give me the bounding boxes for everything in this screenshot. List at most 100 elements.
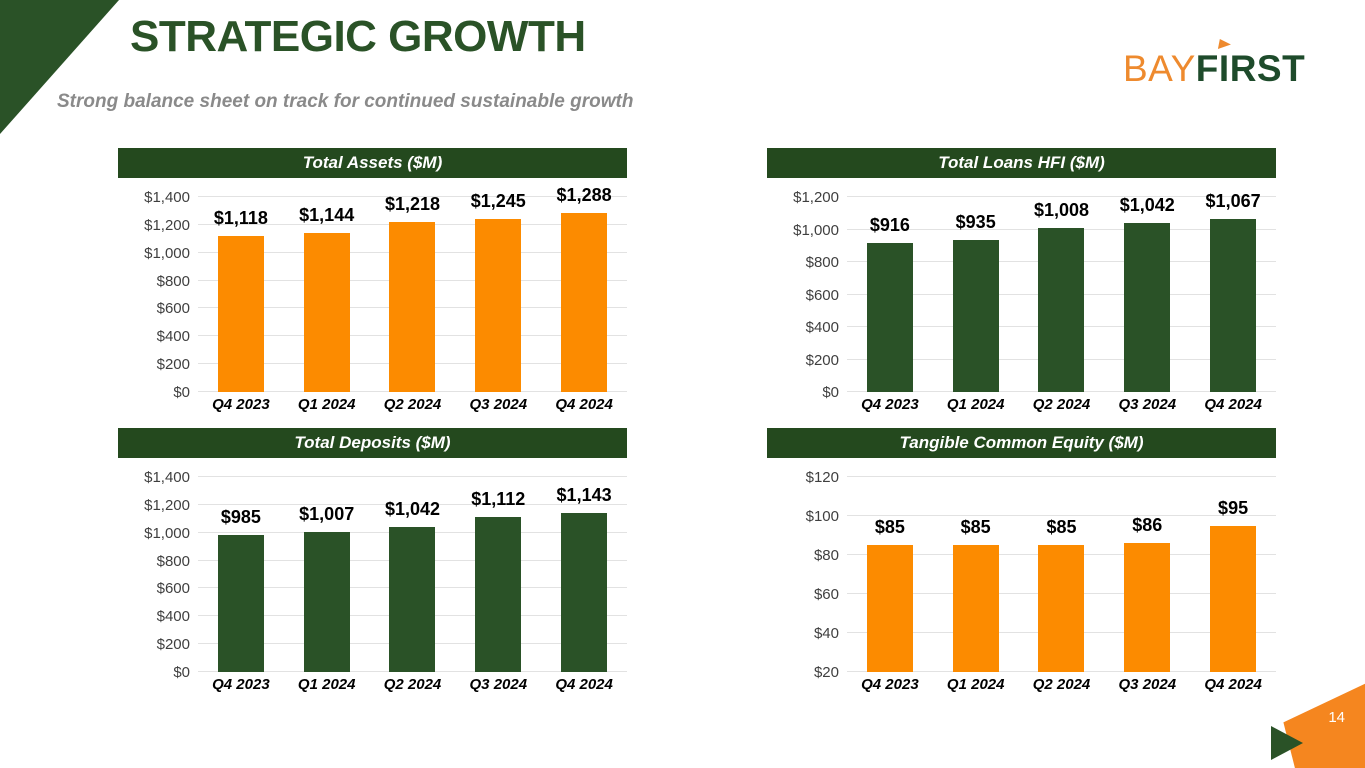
bar-value-label: $1,118 — [213, 208, 268, 229]
y-tick-label: $80 — [813, 547, 839, 564]
y-tick-label: $600 — [805, 286, 839, 304]
y-tick-label: $60 — [813, 586, 839, 603]
bar-slot: $1,218 — [370, 194, 456, 392]
bar — [217, 236, 264, 392]
bar-slot: $85 — [1019, 477, 1105, 672]
x-axis: Q4 2023 Q1 2024 Q2 2024 Q3 2024 Q4 2024 — [198, 676, 627, 693]
bar-value-label: $1,144 — [299, 204, 355, 225]
page-number: 14 — [1328, 709, 1345, 726]
x-category-label: Q4 2023 — [861, 676, 919, 693]
gridline — [198, 196, 627, 197]
plot-area: $85 $85 $85 $86 $95 — [847, 476, 1276, 672]
bar-value-label: $1,042 — [1119, 194, 1175, 215]
bar-slot: $985 — [198, 477, 284, 672]
pennant-icon — [1217, 39, 1231, 49]
x-category-label: Q2 2024 — [383, 676, 442, 693]
y-tick-label: $400 — [156, 328, 190, 346]
bar-slot: $1,288 — [541, 185, 627, 392]
bar — [303, 531, 350, 672]
x-category-label: Q1 2024 — [946, 676, 1005, 693]
bar — [217, 534, 264, 672]
y-tick-label: $120 — [805, 469, 839, 486]
bar — [1038, 545, 1085, 672]
y-tick-label: $0 — [173, 384, 190, 401]
bar — [389, 526, 436, 672]
bar — [389, 222, 436, 392]
y-tick-label: $1,200 — [144, 496, 190, 514]
x-category-label: Q3 2024 — [1118, 676, 1177, 693]
bar — [303, 232, 350, 392]
y-tick-label: $20 — [813, 664, 839, 681]
bar-value-label: $85 — [960, 517, 991, 538]
bar — [1124, 222, 1171, 392]
bar — [1210, 218, 1257, 392]
y-tick-label: $1,200 — [144, 216, 190, 234]
y-tick-label: $1,000 — [144, 244, 190, 262]
y-tick-label: $600 — [156, 300, 190, 318]
y-tick-label: $400 — [156, 608, 190, 626]
bar-value-label: $86 — [1132, 515, 1163, 536]
y-axis: $0 $200 $400 $600 $800 $1,000 $1,200 $1,400 — [118, 469, 198, 681]
y-axis: $0 $200 $400 $600 $800 $1,000 $1,200 — [767, 189, 847, 401]
x-category-label: Q3 2024 — [469, 396, 528, 413]
x-category-label: Q4 2024 — [555, 676, 613, 693]
y-axis: $0 $200 $400 $600 $800 $1,000 $1,200 $1,400 — [118, 189, 198, 401]
bar-slot: $1,143 — [541, 477, 627, 672]
bar-value-label: $95 — [1218, 497, 1249, 518]
top-left-corner-accent-icon — [0, 0, 119, 134]
logo-first-text: FI RST — [1196, 39, 1305, 89]
x-category-label: Q1 2024 — [297, 676, 356, 693]
bar-value-label: $1,042 — [384, 498, 441, 519]
chart-total-deposits: Total Deposits ($M) $0 $200 $400 $600 $800 $1… — [118, 428, 627, 693]
chart-tangible-common-equity: Tangible Common Equity ($M) $20 $40 $60 $80… — [767, 428, 1276, 693]
bar-slot: $1,067 — [1190, 191, 1276, 392]
bar-value-label: $1,112 — [471, 489, 526, 510]
x-axis: Q4 2023 Q1 2024 Q2 2024 Q3 2024 Q4 2024 — [198, 396, 627, 413]
y-tick-label: $800 — [156, 552, 190, 570]
y-tick-label: $1,400 — [144, 469, 190, 486]
x-category-label: Q4 2024 — [1204, 396, 1262, 413]
bar-slot: $1,112 — [455, 477, 541, 672]
slide-subtitle: Strong balance sheet on track for contin… — [57, 91, 634, 112]
y-tick-label: $1,200 — [793, 189, 839, 206]
bar-value-label: $1,143 — [556, 484, 612, 505]
bar — [866, 545, 913, 672]
y-tick-label: $1,000 — [144, 524, 190, 542]
y-tick-label: $400 — [805, 319, 839, 336]
y-tick-label: $200 — [156, 356, 190, 374]
y-tick-label: $40 — [813, 625, 839, 642]
x-category-label: Q3 2024 — [1118, 396, 1177, 413]
bar-value-label: $935 — [955, 212, 996, 233]
bar — [952, 545, 999, 672]
bar-slot: $935 — [933, 197, 1019, 392]
bar — [475, 517, 522, 672]
plot-area: $1,118 $1,144 $1,218 $1,245 $1,288 — [198, 185, 627, 392]
x-category-label: Q4 2023 — [861, 396, 919, 413]
bar-value-label: $1,288 — [556, 184, 612, 205]
x-category-label: Q4 2024 — [1204, 676, 1262, 693]
bar-slot: $916 — [847, 197, 933, 392]
x-category-label: Q1 2024 — [297, 396, 356, 413]
bar — [866, 243, 913, 392]
x-category-label: Q2 2024 — [1032, 396, 1091, 413]
chart-total-assets: Total Assets ($M) $0 $200 $400 $600 $800 $1,0… — [118, 148, 627, 413]
chart-total-loans-hfi: Total Loans HFI ($M) $0 $200 $400 $600 $800 $… — [767, 148, 1276, 413]
bayfirst-logo: BAYFI RST — [1123, 39, 1305, 89]
gridline — [198, 503, 627, 505]
bar-slot: $86 — [1104, 477, 1190, 672]
chart-title: Total Loans HFI ($M) — [767, 148, 1276, 178]
plot-area: $985 $1,007 $1,042 $1,112 $1,143 — [198, 476, 627, 672]
gridline — [847, 476, 1276, 477]
bar — [1038, 228, 1085, 392]
bar-value-label: $1,218 — [384, 194, 441, 215]
bar-slot: $85 — [933, 477, 1019, 672]
y-tick-label: $600 — [156, 580, 190, 598]
y-tick-label: $1,000 — [793, 221, 839, 239]
chart-title: Tangible Common Equity ($M) — [767, 428, 1276, 458]
logo-bay-text: BAY — [1123, 48, 1196, 89]
bar-slot: $1,144 — [284, 197, 370, 392]
y-tick-label: $1,400 — [144, 189, 190, 206]
gridline — [847, 515, 1276, 516]
bar-value-label: $1,067 — [1205, 190, 1261, 211]
bottom-right-flag-icon — [1283, 683, 1365, 768]
